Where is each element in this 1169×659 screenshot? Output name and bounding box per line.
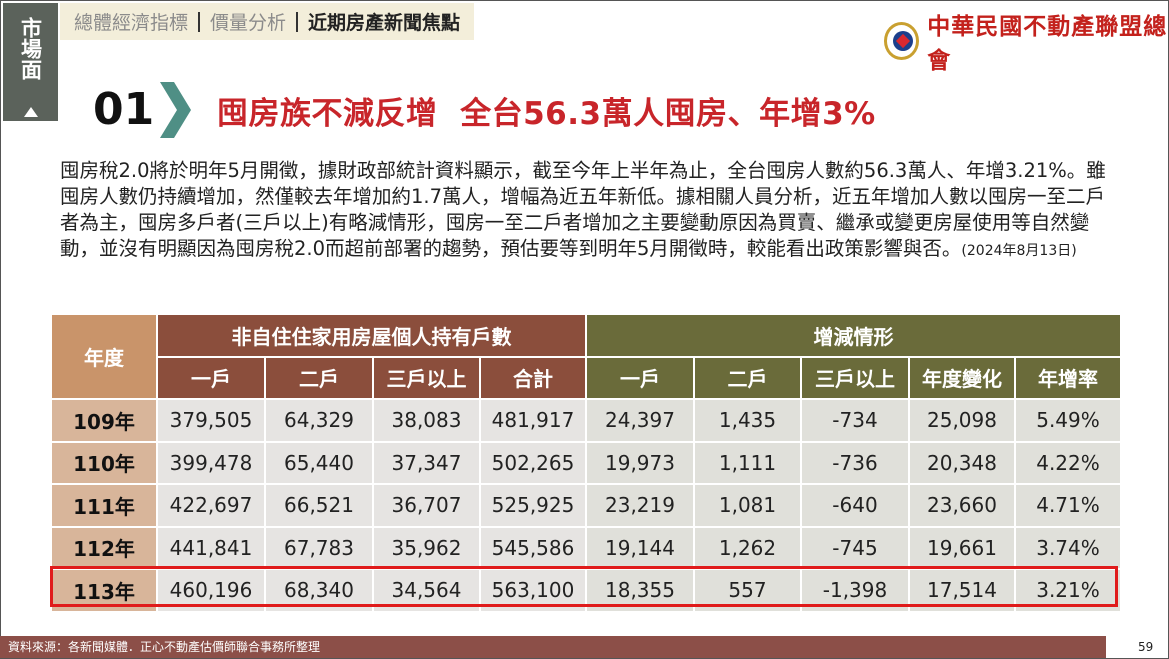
nav-item-macro[interactable]: 總體經濟指標 xyxy=(74,12,189,34)
col-header: 年度變化 xyxy=(910,357,1014,398)
table-cell: 1,111 xyxy=(695,442,800,483)
row-year: 113年 xyxy=(52,570,156,611)
section-tag: 市場面 xyxy=(3,3,58,121)
table-cell: 545,586 xyxy=(481,527,585,568)
table-cell: 38,083 xyxy=(374,400,479,441)
table-cell: 1,081 xyxy=(695,485,800,526)
article-body: 囤房稅2.0將於明年5月開徵，據財政部統計資料顯示，截至今年上半年為止，全台囤房… xyxy=(60,158,1120,264)
table-cell: 422,697 xyxy=(158,485,264,526)
col-header: 二戶 xyxy=(695,357,800,398)
col-header: 三戶以上 xyxy=(374,357,479,398)
table-cell: 36,707 xyxy=(374,485,479,526)
table-cell: 3.21% xyxy=(1016,570,1120,611)
footer-source: 資料來源：各新聞媒體．正心不動產估價師聯合事務所整理 xyxy=(0,636,1106,658)
table-cell: 4.71% xyxy=(1016,485,1120,526)
table-cell: 18,355 xyxy=(587,570,693,611)
table-cell: 25,098 xyxy=(910,400,1014,441)
table-cell: 24,397 xyxy=(587,400,693,441)
section-tag-label: 市場面 xyxy=(18,17,43,80)
headline: 囤房族不減反增 全台56.3萬人囤房、年增3% xyxy=(217,96,876,132)
article-text: 囤房稅2.0將於明年5月開徵，據財政部統計資料顯示，截至今年上半年為止，全台囤房… xyxy=(60,159,1106,260)
org-logo: 中華民國不動產聯盟總會 xyxy=(884,7,1169,75)
nav-item-price[interactable]: 價量分析 xyxy=(210,12,287,34)
table-cell: 23,219 xyxy=(587,485,693,526)
table-cell: 525,925 xyxy=(481,485,585,526)
table-cell: 20,348 xyxy=(910,442,1014,483)
top-nav: 總體經濟指標 價量分析 近期房產新聞焦點 xyxy=(60,3,475,40)
row-year: 112年 xyxy=(52,527,156,568)
group-header-change: 增減情形 xyxy=(587,315,1120,356)
col-header: 一戶 xyxy=(158,357,264,398)
table-cell: 23,660 xyxy=(910,485,1014,526)
table-cell: 3.74% xyxy=(1016,527,1120,568)
table-cell: 5.49% xyxy=(1016,400,1120,441)
table-row-highlighted: 113年 460,196 68,340 34,564 563,100 18,35… xyxy=(52,570,1120,611)
table-cell: 441,841 xyxy=(158,527,264,568)
table-cell: 19,144 xyxy=(587,527,693,568)
seal-icon xyxy=(884,22,920,60)
col-header: 年增率 xyxy=(1016,357,1120,398)
col-header: 二戶 xyxy=(266,357,372,398)
row-year: 111年 xyxy=(52,485,156,526)
table-cell: -734 xyxy=(802,400,908,441)
article-date: (2024年8月13日) xyxy=(961,243,1077,259)
table-cell: 399,478 xyxy=(158,442,264,483)
chevron-right-icon xyxy=(160,82,191,138)
table-cell: 481,917 xyxy=(481,400,585,441)
table-cell: -640 xyxy=(802,485,908,526)
table-cell: 557 xyxy=(695,570,800,611)
table-cell: 67,783 xyxy=(266,527,372,568)
table-cell: 64,329 xyxy=(266,400,372,441)
item-number: 01 xyxy=(93,84,155,135)
nav-item-news[interactable]: 近期房產新聞焦點 xyxy=(308,12,461,34)
year-header: 年度 xyxy=(52,315,156,398)
ownership-table: 年度 非自住住家用房屋個人持有戶數 增減情形 一戶 二戶 三戶以上 合計 一戶 … xyxy=(50,313,1122,613)
page-number: 59 xyxy=(1138,640,1154,654)
table-cell: 563,100 xyxy=(481,570,585,611)
table-row: 110年 399,478 65,440 37,347 502,265 19,97… xyxy=(52,442,1120,483)
table-cell: 17,514 xyxy=(910,570,1014,611)
table-cell: 19,973 xyxy=(587,442,693,483)
table-cell: 37,347 xyxy=(374,442,479,483)
triangle-up-icon xyxy=(24,107,38,117)
table-cell: 66,521 xyxy=(266,485,372,526)
table-cell: 19,661 xyxy=(910,527,1014,568)
group-header-holdings: 非自住住家用房屋個人持有戶數 xyxy=(158,315,585,356)
table-cell: -736 xyxy=(802,442,908,483)
table-cell: 4.22% xyxy=(1016,442,1120,483)
table-row: 112年 441,841 67,783 35,962 545,586 19,14… xyxy=(52,527,1120,568)
nav-divider xyxy=(198,11,201,32)
org-name: 中華民國不動產聯盟總會 xyxy=(927,13,1168,74)
table-cell: 1,262 xyxy=(695,527,800,568)
nav-divider xyxy=(296,11,299,32)
table-cell: 502,265 xyxy=(481,442,585,483)
col-header: 一戶 xyxy=(587,357,693,398)
table-cell: 34,564 xyxy=(374,570,479,611)
table-cell: 379,505 xyxy=(158,400,264,441)
table-cell: -1,398 xyxy=(802,570,908,611)
table-cell: -745 xyxy=(802,527,908,568)
table-cell: 35,962 xyxy=(374,527,479,568)
table-cell: 68,340 xyxy=(266,570,372,611)
col-header: 三戶以上 xyxy=(802,357,908,398)
row-year: 110年 xyxy=(52,442,156,483)
col-header: 合計 xyxy=(481,357,585,398)
table-cell: 65,440 xyxy=(266,442,372,483)
table-cell: 460,196 xyxy=(158,570,264,611)
table-cell: 1,435 xyxy=(695,400,800,441)
table-row: 111年 422,697 66,521 36,707 525,925 23,21… xyxy=(52,485,1120,526)
row-year: 109年 xyxy=(52,400,156,441)
table-row: 109年 379,505 64,329 38,083 481,917 24,39… xyxy=(52,400,1120,441)
